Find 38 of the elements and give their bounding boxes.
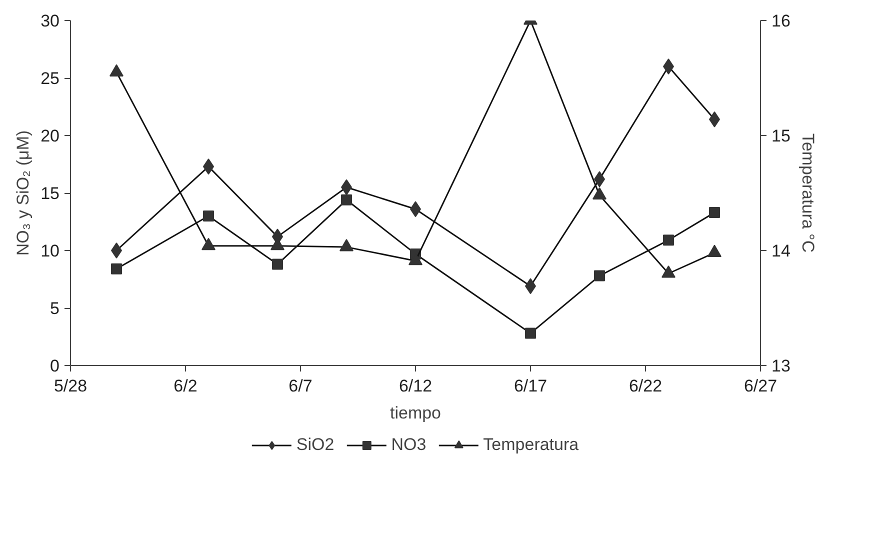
point xyxy=(340,239,354,252)
point xyxy=(272,258,283,270)
y-tick-label: 10 xyxy=(40,242,60,260)
point xyxy=(203,210,214,222)
y-tick-label: 15 xyxy=(40,184,60,203)
x-tick-label: 6/12 xyxy=(398,376,432,396)
point xyxy=(592,187,606,200)
y-tick-label: 30 xyxy=(40,12,60,30)
legend-label: SiO2 xyxy=(296,435,334,455)
y-axis-title: NO₃ y SiO₂ (μM) xyxy=(14,130,33,256)
point xyxy=(202,238,216,250)
legend-label: NO3 xyxy=(391,435,426,455)
point xyxy=(663,234,674,246)
x-tick-label: 6/2 xyxy=(174,376,198,396)
x-tick-label: 6/22 xyxy=(628,376,662,396)
y2-axis-title: Temperatura °C xyxy=(798,133,818,253)
x-tick-label: 5/28 xyxy=(54,376,88,396)
point xyxy=(594,270,605,282)
y2-tick-label: 16 xyxy=(772,12,790,30)
y2-tick-label: 13 xyxy=(772,356,790,376)
x-tick-label: 6/7 xyxy=(288,376,312,396)
point xyxy=(525,328,536,339)
point xyxy=(111,263,122,274)
y-tick-label: 5 xyxy=(50,299,60,318)
point xyxy=(662,265,676,278)
point xyxy=(709,207,720,218)
y-tick-label: 20 xyxy=(40,126,60,146)
y2-tick-label: 15 xyxy=(772,126,790,146)
legend-label: Temperatura xyxy=(483,435,579,455)
y2-tick-label: 14 xyxy=(772,242,790,260)
x-axis-title: tiempo xyxy=(390,404,442,422)
point xyxy=(110,64,124,77)
point xyxy=(341,194,352,206)
y-tick-label: 25 xyxy=(40,69,60,88)
x-tick-label: 6/17 xyxy=(514,376,548,396)
point xyxy=(708,244,722,258)
y-tick-label: 0 xyxy=(50,356,60,376)
x-tick-label: 6/27 xyxy=(744,376,778,396)
